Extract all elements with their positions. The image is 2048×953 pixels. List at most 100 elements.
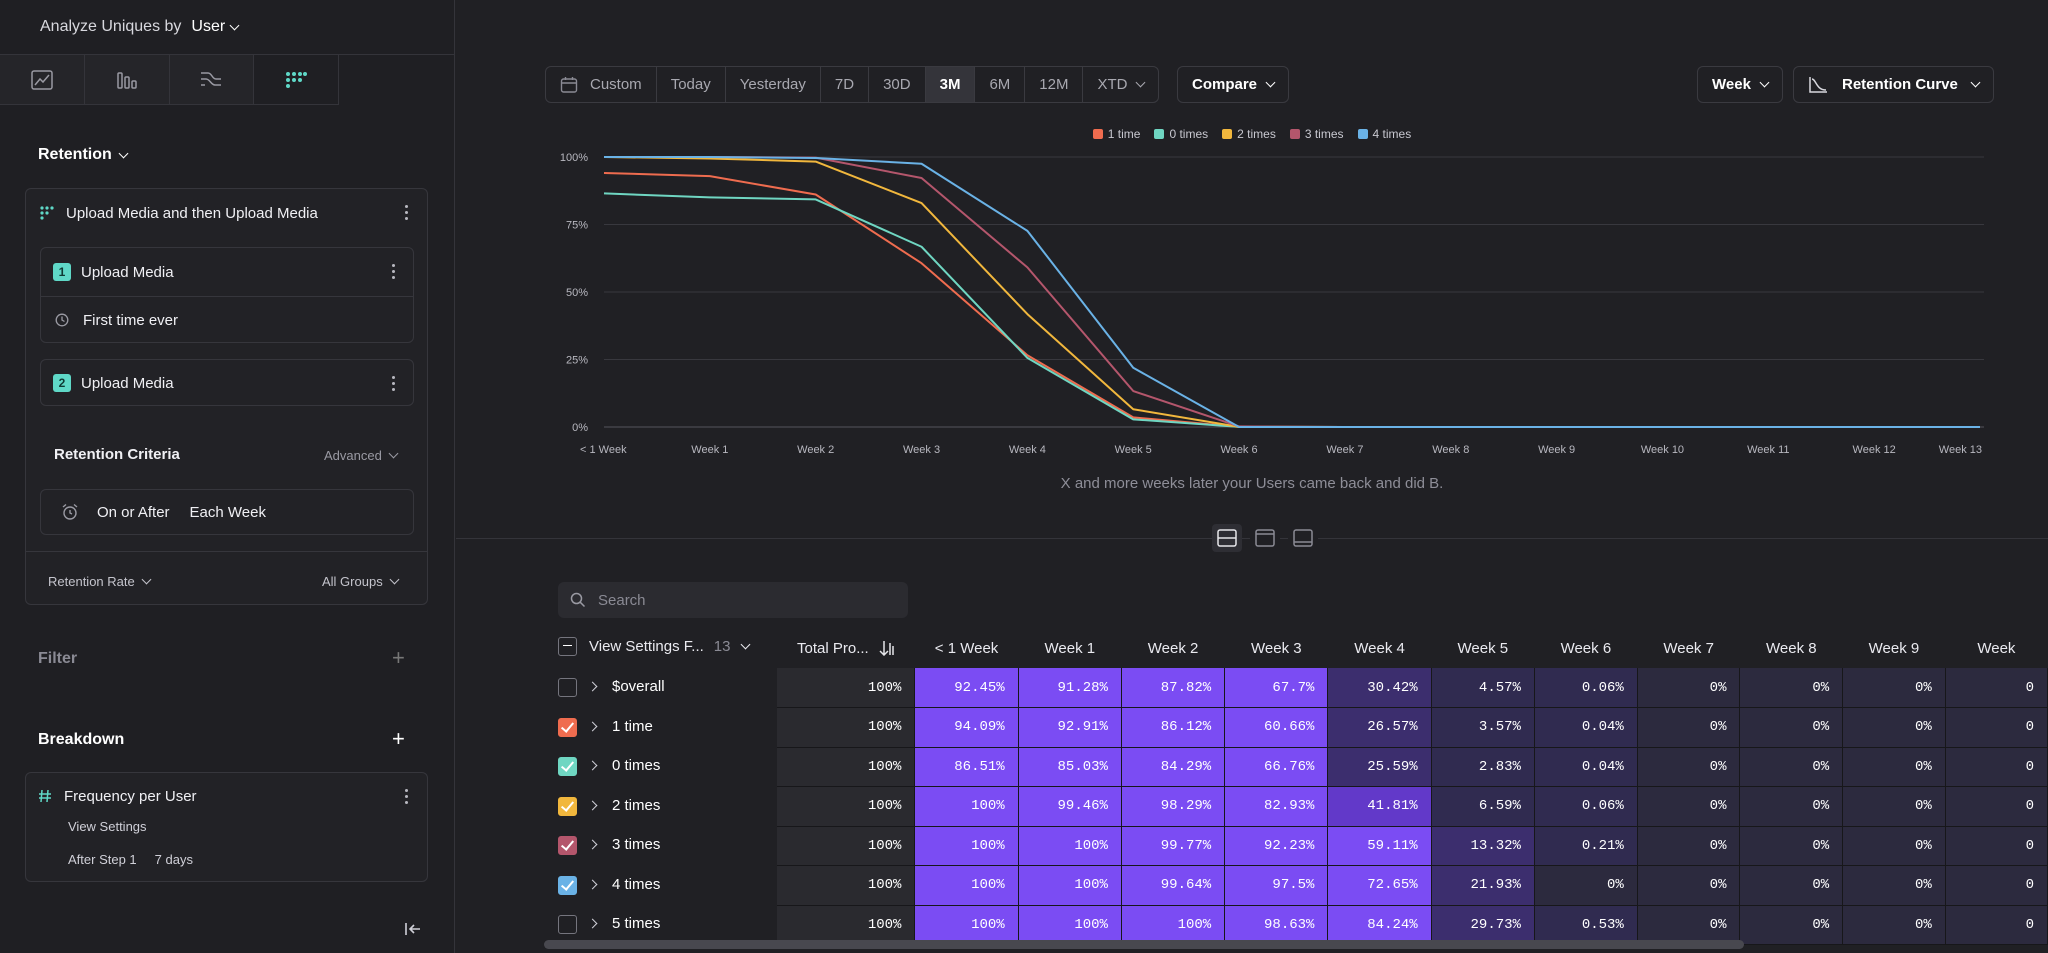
retention-rate-dropdown[interactable]: Retention Rate (48, 574, 152, 589)
breakdown-view-settings[interactable]: View Settings (68, 819, 147, 834)
tab-funnels[interactable] (84, 55, 170, 104)
date-option-yesterday[interactable]: Yesterday (726, 67, 821, 102)
compare-button[interactable]: Compare (1177, 66, 1290, 103)
retention-cell[interactable]: 0.21% (1534, 826, 1638, 866)
series-line[interactable] (603, 192, 1980, 428)
retention-cell[interactable]: 0% (1739, 826, 1844, 866)
retention-cell[interactable]: 0 (1945, 786, 2048, 827)
retention-cell[interactable]: 99.77% (1121, 826, 1226, 866)
retention-cell[interactable]: 0% (1739, 747, 1844, 787)
row-checkbox[interactable] (558, 915, 577, 935)
date-option-7d[interactable]: 7D (821, 67, 870, 102)
retention-cell[interactable]: 0% (1842, 865, 1946, 906)
row-checkbox[interactable] (558, 836, 577, 856)
retention-cell[interactable]: 41.81% (1327, 786, 1432, 827)
retention-cell[interactable]: 0% (1842, 826, 1946, 866)
week-column-header[interactable]: Week 2 (1147, 639, 1199, 657)
retention-section-title[interactable]: Retention (38, 146, 129, 164)
criteria-card[interactable]: On or After Each Week (40, 489, 414, 535)
retention-cell[interactable]: 98.63% (1224, 905, 1329, 945)
collapse-sidebar-icon[interactable] (404, 921, 422, 937)
row-checkbox[interactable] (558, 757, 577, 777)
add-filter-plus-icon[interactable]: + (392, 645, 405, 670)
retention-cell[interactable]: 100% (914, 786, 1019, 827)
retention-cell[interactable]: 0% (1637, 905, 1741, 945)
retention-cell[interactable]: 0% (1637, 707, 1741, 748)
retention-cell[interactable]: 2.83% (1431, 747, 1535, 787)
layout-chart-button[interactable] (1250, 524, 1280, 552)
week-column-header[interactable]: Week (1977, 639, 2016, 657)
retention-cell[interactable]: 3.57% (1431, 707, 1535, 748)
series-line[interactable] (604, 156, 1980, 428)
search-input[interactable] (598, 591, 878, 609)
retention-cell[interactable]: 87.82% (1121, 668, 1226, 708)
retention-cell[interactable]: 92.45% (914, 668, 1019, 708)
retention-cell[interactable]: 0% (1739, 668, 1844, 708)
chevron-right-icon[interactable] (587, 721, 598, 732)
retention-cell[interactable]: 0.06% (1534, 786, 1638, 827)
retention-cell[interactable]: 100% (1018, 865, 1122, 906)
retention-cell[interactable]: 97.5% (1224, 865, 1329, 906)
layout-table-button[interactable] (1288, 524, 1318, 552)
date-option-custom[interactable]: Custom (546, 67, 657, 102)
retention-cell[interactable]: 13.32% (1431, 826, 1535, 866)
retention-cell[interactable]: 30.42% (1327, 668, 1432, 708)
retention-cell[interactable]: 0 (1945, 905, 2048, 945)
retention-cell[interactable]: 0% (1739, 707, 1844, 748)
tab-insights[interactable] (0, 55, 85, 104)
retention-cell[interactable]: 94.09% (914, 707, 1019, 748)
table-row[interactable]: $overall 100% 92.45% 91.28% 87.82% 67.7% 30.42… (556, 668, 2048, 708)
retention-cell[interactable]: 0% (1842, 786, 1946, 827)
retention-cell[interactable]: 0% (1637, 826, 1741, 866)
retention-cell[interactable]: 59.11% (1327, 826, 1432, 866)
date-option-today[interactable]: Today (657, 67, 726, 102)
legend-item[interactable]: 0 times (1154, 127, 1208, 141)
retention-cell[interactable]: 85.03% (1018, 747, 1122, 787)
week-column-header[interactable]: Week 9 (1868, 639, 1920, 657)
all-groups-dropdown[interactable]: All Groups (322, 574, 400, 589)
retention-cell[interactable]: 0.53% (1534, 905, 1638, 945)
chevron-right-icon[interactable] (587, 840, 598, 850)
date-option-3m[interactable]: 3M (925, 67, 976, 102)
chevron-right-icon[interactable] (587, 879, 598, 890)
date-option-12m[interactable]: 12M (1025, 67, 1084, 102)
legend-item[interactable]: 4 times (1357, 127, 1411, 141)
retention-cell[interactable]: 0% (1637, 865, 1741, 906)
table-row[interactable]: 2 times 100% 100% 99.46% 98.29% 82.93% 41.81% 6… (556, 786, 2048, 827)
week-column-header[interactable]: Week 1 (1044, 639, 1096, 657)
date-option-xtd[interactable]: XTD (1083, 67, 1158, 102)
retention-cell[interactable]: 0.06% (1534, 668, 1638, 708)
retention-cell[interactable]: 0 (1945, 668, 2048, 708)
retention-cell[interactable]: 21.93% (1431, 865, 1535, 906)
retention-cell[interactable]: 0% (1842, 707, 1946, 748)
group-column-header[interactable]: View Settings F... 13 (556, 628, 777, 668)
interval-dropdown[interactable]: Week (1697, 66, 1783, 103)
retention-cell[interactable]: 82.93% (1224, 786, 1329, 827)
select-all-checkbox[interactable] (558, 636, 577, 656)
metric-menu-icon[interactable] (404, 205, 408, 220)
horizontal-scrollbar[interactable] (544, 940, 1744, 949)
tab-retention[interactable] (254, 55, 339, 104)
retention-cell[interactable]: 84.29% (1121, 747, 1226, 787)
retention-cell[interactable]: 60.66% (1224, 707, 1329, 748)
table-row[interactable]: 3 times 100% 100% 100% 99.77% 92.23% 59.11% 13.… (556, 826, 2048, 866)
layout-split-button[interactable] (1212, 524, 1242, 552)
total-column-header[interactable]: Total Pro... (777, 628, 915, 668)
week-column-header[interactable]: Week 4 (1354, 639, 1405, 657)
retention-cell[interactable]: 91.28% (1018, 668, 1122, 708)
retention-cell[interactable]: 0% (1739, 905, 1844, 945)
retention-cell[interactable]: 0 (1945, 865, 2048, 906)
retention-cell[interactable]: 4.57% (1431, 668, 1535, 708)
retention-cell[interactable]: 0% (1534, 865, 1638, 906)
tab-flows[interactable] (169, 55, 255, 104)
table-row[interactable]: 5 times 100% 100% 100% 100% 98.63% 84.24% 29.73… (556, 905, 2048, 945)
add-breakdown-plus-icon[interactable]: + (392, 726, 405, 751)
retention-cell[interactable]: 100% (1121, 905, 1226, 945)
row-checkbox[interactable] (558, 678, 577, 698)
retention-cell[interactable]: 6.59% (1431, 786, 1535, 827)
retention-cell[interactable]: 100% (1018, 905, 1122, 945)
retention-cell[interactable]: 0 (1945, 747, 2048, 787)
retention-cell[interactable]: 29.73% (1431, 905, 1535, 945)
chevron-right-icon[interactable] (587, 761, 598, 771)
step2-menu-icon[interactable] (391, 376, 395, 391)
